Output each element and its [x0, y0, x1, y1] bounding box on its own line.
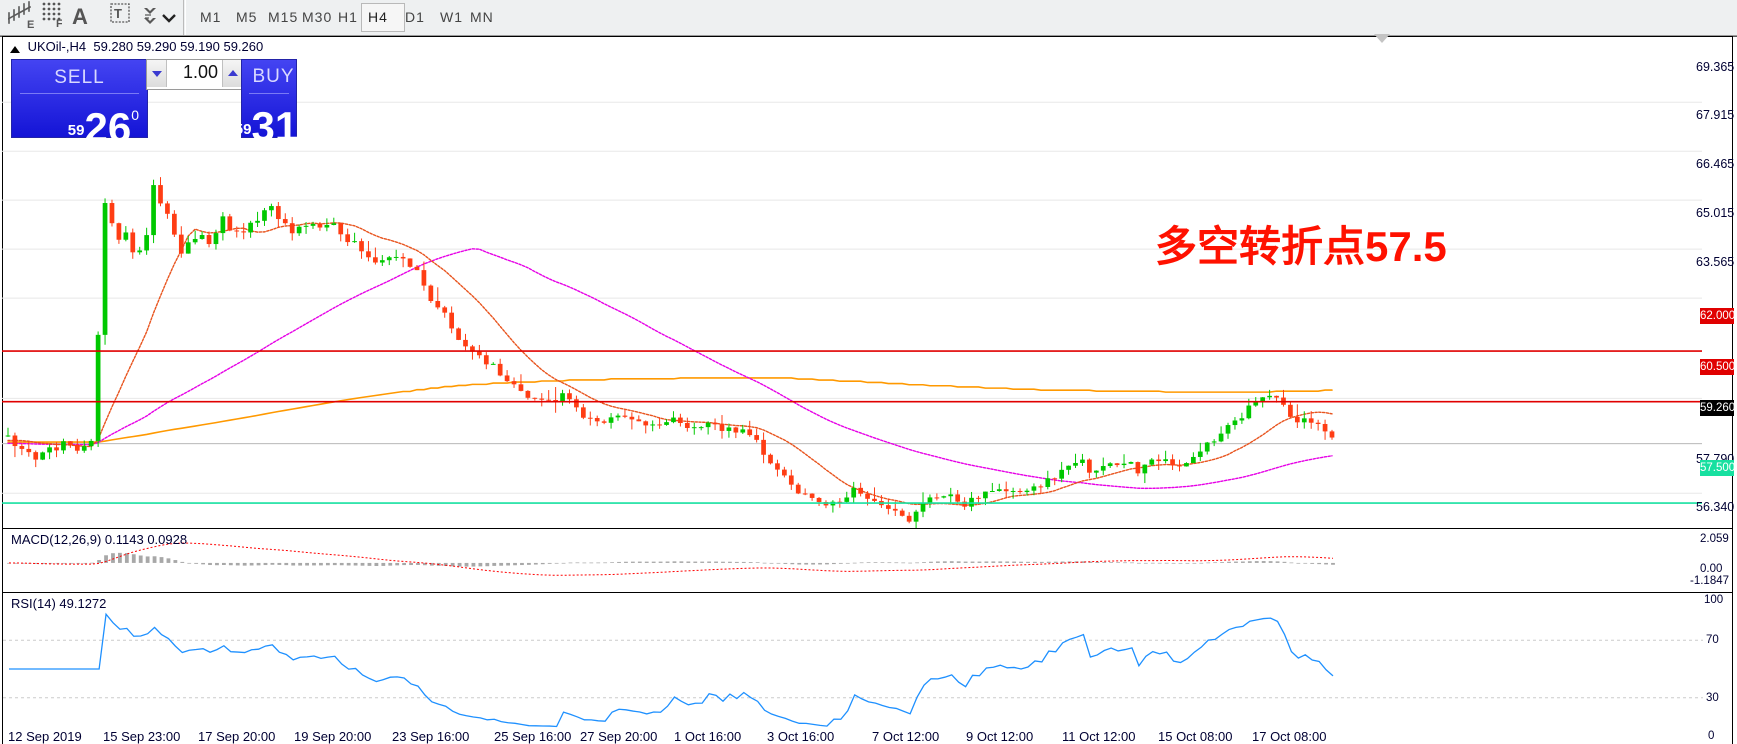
svg-text:F: F [56, 18, 62, 28]
svg-text:T: T [114, 6, 122, 21]
svg-text:E: E [27, 19, 34, 29]
